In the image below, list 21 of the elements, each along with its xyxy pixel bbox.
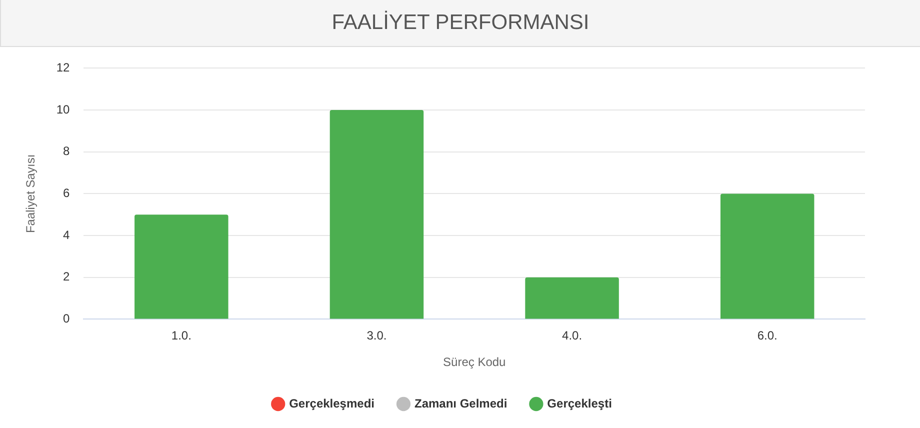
x-tick-label: 4.0. xyxy=(562,328,582,343)
bar xyxy=(525,277,619,319)
bar xyxy=(720,194,814,319)
legend-label: Gerçekleşmedi xyxy=(289,396,374,410)
bar xyxy=(134,214,228,319)
y-tick-label: 6 xyxy=(63,186,70,200)
y-tick-label: 0 xyxy=(63,312,70,326)
x-tick-label: 3.0. xyxy=(366,328,387,343)
legend-label: Zamanı Gelmedi xyxy=(414,396,508,410)
bar xyxy=(330,110,424,319)
y-tick-label: 4 xyxy=(63,228,70,242)
y-tick-label: 2 xyxy=(63,270,70,284)
legend-label: Gerçekleşti xyxy=(547,396,612,410)
y-axis-title: Faaliyet Sayısı xyxy=(24,154,38,234)
x-tick-label: 1.0. xyxy=(171,328,192,343)
x-tick-label: 6.0. xyxy=(757,328,778,343)
x-axis-title: Süreç Kodu xyxy=(443,355,506,370)
y-tick-label: 12 xyxy=(56,60,70,75)
chart-title: FAALİYET PERFORMANSI xyxy=(0,0,920,47)
y-tick-label: 10 xyxy=(56,102,70,116)
y-tick-label: 8 xyxy=(63,144,70,158)
